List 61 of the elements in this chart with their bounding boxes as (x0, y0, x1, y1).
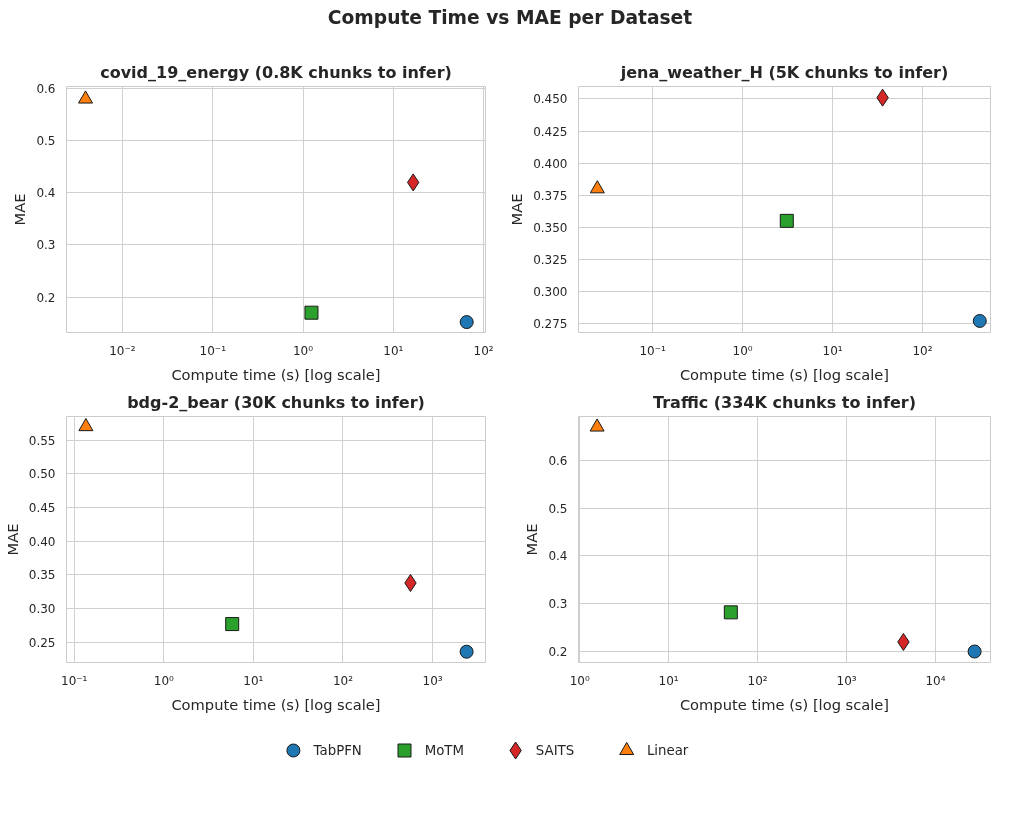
legend-label: TabPFN (312, 743, 362, 758)
x-tick-label: 10² (912, 343, 933, 358)
y-tick-label: 0.5 (36, 134, 56, 149)
x-tick-label: 10³ (836, 673, 857, 688)
y-tick-label: 0.45 (28, 500, 56, 515)
x-tick-label: 10¹ (822, 343, 843, 358)
x-tick-label: 10⁻¹ (61, 673, 88, 688)
x-tick-label: 10⁴ (925, 673, 946, 688)
x-tick-label: 10⁰ (569, 673, 590, 688)
y-tick-label: 0.400 (533, 156, 568, 171)
y-tick-label: 0.375 (533, 188, 568, 203)
y-tick-label: 0.325 (533, 252, 568, 267)
y-tick-label: 0.25 (28, 635, 56, 650)
y-tick-label: 0.450 (533, 92, 568, 107)
x-tick-label: 10⁰ (292, 343, 314, 358)
x-tick-label: 10¹ (658, 673, 679, 688)
x-tick-label: 10¹ (243, 673, 264, 688)
y-axis-title: MAE (11, 193, 29, 226)
x-tick-label: 10⁰ (732, 343, 753, 358)
legend-label: Linear (646, 743, 689, 758)
y-tick-label: 0.30 (28, 602, 56, 617)
y-tick-label: 0.6 (548, 453, 568, 468)
y-axis-title: MAE (508, 193, 526, 226)
y-tick-label: 0.300 (533, 284, 568, 299)
y-tick-label: 0.3 (36, 238, 56, 253)
y-tick-label: 0.350 (533, 220, 568, 235)
x-axis-title: Compute time (s) [log scale] (171, 365, 381, 383)
x-tick-label: 10² (473, 343, 494, 358)
chart-title: bdg-2_bear (30K chunks to infer) (127, 392, 425, 412)
chart-title: Traffic (334K chunks to infer) (653, 392, 916, 412)
x-tick-label: 10³ (422, 673, 443, 688)
legend-label: SAITS (535, 743, 575, 758)
x-tick-label: 10² (747, 673, 768, 688)
x-tick-label: 10⁻¹ (639, 343, 667, 358)
y-tick-label: 0.4 (36, 186, 56, 201)
y-tick-label: 0.55 (28, 433, 56, 448)
x-axis-title: Compute time (s) [log scale] (171, 695, 381, 713)
y-axis-title: MAE (523, 523, 541, 556)
x-tick-label: 10² (332, 673, 354, 688)
y-tick-label: 0.6 (36, 82, 56, 97)
chart-title: jena_weather_H (5K chunks to infer) (619, 62, 949, 82)
y-tick-label: 0.35 (28, 568, 56, 583)
y-tick-label: 0.4 (548, 549, 568, 564)
text: Compute Time vs MAE per Dataset (327, 6, 693, 30)
y-tick-label: 0.5 (548, 501, 568, 516)
y-tick-label: 0.2 (548, 645, 568, 660)
y-axis-title: MAE (3, 523, 21, 556)
chart-title: covid_19_energy (0.8K chunks to infer) (100, 62, 452, 82)
y-tick-label: 0.275 (533, 317, 568, 332)
y-tick-label: 0.425 (533, 124, 568, 139)
y-tick-label: 0.2 (36, 290, 56, 305)
y-tick-label: 0.50 (28, 467, 56, 482)
y-tick-label: 0.40 (28, 534, 56, 549)
x-tick-label: 10⁻¹ (199, 343, 227, 358)
x-axis-title: Compute time (s) [log scale] (679, 365, 890, 383)
x-tick-label: 10¹ (383, 343, 404, 358)
legend-label: MoTM (424, 743, 464, 758)
x-tick-label: 10⁰ (153, 673, 175, 688)
y-tick-label: 0.3 (548, 597, 568, 612)
x-axis-title: Compute time (s) [log scale] (679, 695, 890, 713)
x-tick-label: 10⁻² (109, 343, 136, 358)
